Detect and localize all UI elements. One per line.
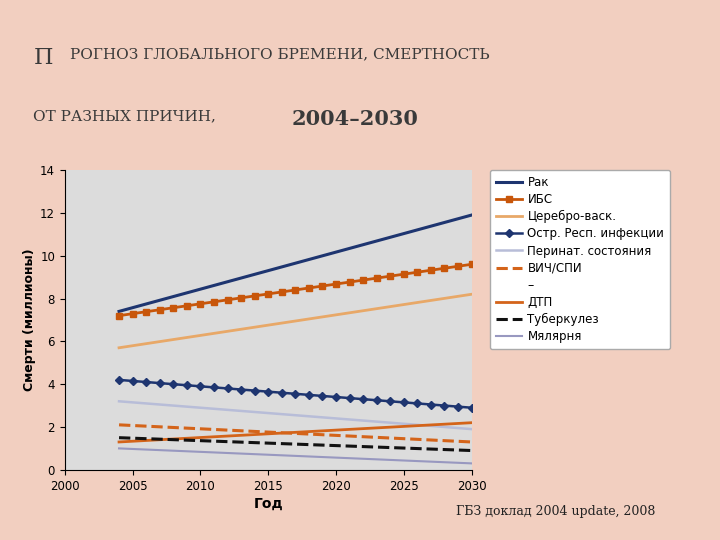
- Y-axis label: Смерти (миллионы): Смерти (миллионы): [23, 248, 36, 392]
- Text: 2004–2030: 2004–2030: [292, 109, 418, 129]
- Text: ОТ РАЗНЫХ ПРИЧИН,: ОТ РАЗНЫХ ПРИЧИН,: [34, 109, 221, 123]
- Text: ГБЗ доклад 2004 update, 2008: ГБЗ доклад 2004 update, 2008: [456, 505, 655, 518]
- Legend: Рак, ИБС, Церебро-васк., Остр. Респ. инфекции, Перинат. состояния, ВИЧ/СПИ, –, Д: Рак, ИБС, Церебро-васк., Остр. Респ. инф…: [490, 170, 670, 349]
- Text: РОГНОЗ ГЛОБАЛЬНОГО БРЕМЕНИ, СМЕРТНОСТЬ: РОГНОЗ ГЛОБАЛЬНОГО БРЕМЕНИ, СМЕРТНОСТЬ: [71, 47, 490, 61]
- Text: П: П: [34, 47, 53, 69]
- X-axis label: Год: Год: [253, 497, 283, 511]
